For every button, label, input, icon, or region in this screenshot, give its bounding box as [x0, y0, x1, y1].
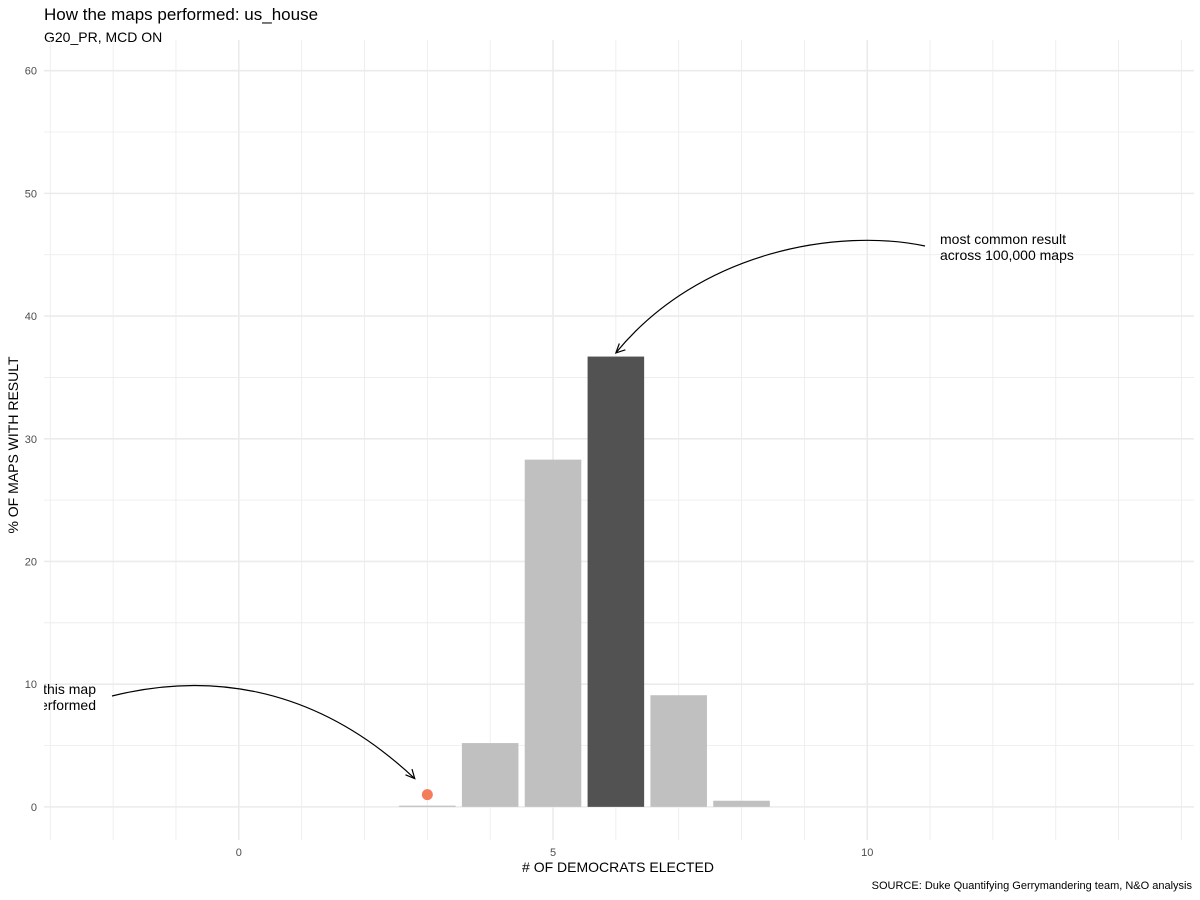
annotation-this-map: How this map performed [11, 681, 96, 713]
y-tick-label: 50 [25, 188, 37, 200]
tick-labels: 0 5 10 0 10 20 30 40 50 60 [25, 66, 874, 859]
arrow-most-common-head [614, 343, 626, 354]
x-tick-label: 0 [236, 847, 242, 859]
bar [461, 743, 519, 807]
arrow-this-map [111, 684, 416, 780]
arrow-this-map-head [405, 768, 416, 780]
chart-title: How the maps performed: us_house [44, 5, 319, 24]
y-tick-label: 10 [25, 679, 37, 691]
y-tick-label: 30 [25, 434, 37, 446]
bar [650, 695, 707, 807]
x-tick-label: 5 [550, 847, 556, 859]
y-tick-label: 20 [25, 556, 37, 568]
this-map-point [421, 789, 433, 801]
annotations: How this map performed most common result a… [11, 231, 1074, 780]
x-axis-title: # OF DEMOCRATS ELECTED [522, 859, 714, 875]
y-axis-title: % OF MAPS WITH RESULT [5, 356, 21, 534]
x-tick-label: 10 [861, 847, 873, 859]
bar [524, 459, 582, 807]
y-tick-label: 0 [31, 802, 37, 814]
bar [713, 800, 770, 807]
chart-subtitle: G20_PR, MCD ON [44, 29, 163, 45]
y-tick-label: 60 [25, 66, 37, 78]
y-tick-label: 40 [25, 311, 37, 323]
bar [399, 805, 456, 807]
chart-caption: SOURCE: Duke Quantifying Gerrymandering … [871, 880, 1192, 892]
annotation-most-common: most common result across 100,000 maps [940, 231, 1074, 263]
bar-most-common [587, 356, 645, 807]
arrow-most-common [615, 239, 926, 354]
bars [399, 356, 770, 807]
